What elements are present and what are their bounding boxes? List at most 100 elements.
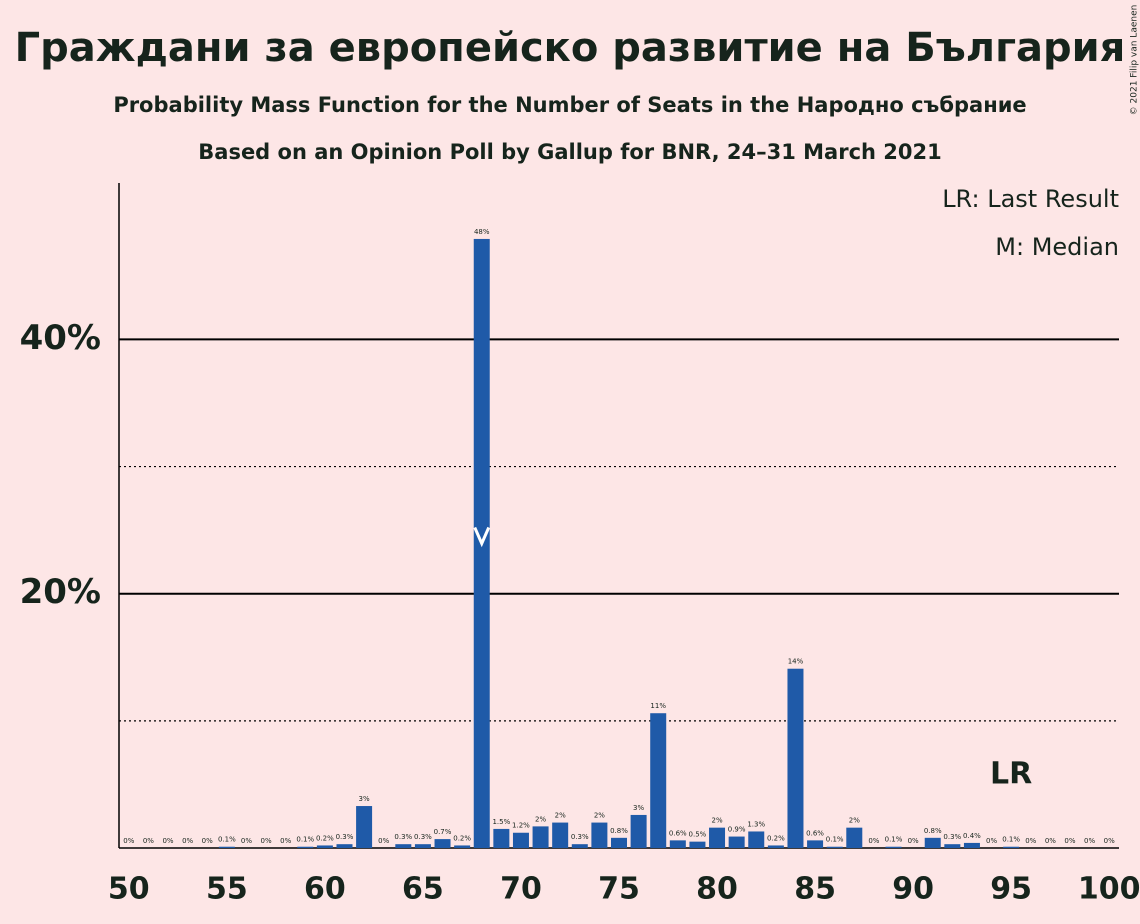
bar [571, 844, 588, 848]
x-tick-label: 85 [794, 872, 836, 907]
bar [846, 827, 863, 848]
bar [728, 836, 745, 848]
bar [709, 827, 726, 848]
bar [767, 845, 784, 848]
value-label: 0% [908, 837, 919, 845]
value-label: 0.4% [963, 832, 981, 840]
value-label: 0.2% [453, 834, 471, 842]
value-label: 0.2% [316, 834, 334, 842]
bar [218, 846, 235, 848]
value-label: 0.9% [728, 826, 746, 834]
x-tick-label: 100 [1078, 872, 1140, 907]
value-label: 0% [261, 837, 272, 845]
bar [512, 832, 529, 848]
value-label: 0.2% [767, 834, 785, 842]
x-tick-label: 65 [402, 872, 444, 907]
value-label: 0% [1025, 837, 1036, 845]
bar [885, 846, 902, 848]
bar [611, 837, 627, 848]
bar [924, 837, 941, 848]
bar [336, 844, 353, 848]
value-label: 2% [849, 817, 860, 825]
value-label: 0% [378, 837, 389, 845]
value-label: 0.3% [943, 833, 961, 841]
legend-entry: LR: Last Result [942, 185, 1119, 213]
value-label: 1.2% [512, 822, 530, 830]
bar [787, 668, 804, 848]
value-label: 11% [650, 702, 666, 710]
value-label: 0% [202, 837, 213, 845]
bar [650, 713, 667, 848]
bar [532, 826, 549, 848]
bar [493, 828, 510, 848]
value-label: 14% [788, 658, 804, 666]
value-label: 0% [868, 837, 879, 845]
value-label: 0.3% [336, 833, 354, 841]
x-tick-label: 95 [990, 872, 1032, 907]
value-label: 0% [143, 837, 154, 845]
bar [297, 846, 314, 848]
median-marker [473, 526, 491, 548]
value-label: 0.6% [806, 829, 824, 837]
value-label: 0.6% [669, 829, 687, 837]
bar [689, 841, 706, 848]
x-tick-label: 70 [500, 872, 542, 907]
bar [356, 806, 373, 848]
copyright: © 2021 Filip van Laenen [1130, 5, 1140, 116]
value-label: 3% [633, 804, 644, 812]
x-tick-label: 80 [696, 872, 738, 907]
bar [552, 822, 569, 848]
bar [316, 845, 333, 848]
value-label: 0.7% [434, 828, 452, 836]
bar [944, 844, 961, 848]
value-label: 1.5% [492, 818, 510, 826]
value-label: 0.5% [689, 831, 707, 839]
bar [434, 839, 451, 848]
bar [807, 840, 824, 848]
value-label: 2% [711, 817, 722, 825]
legend-entry: M: Median [995, 233, 1119, 261]
value-label: 0.3% [414, 833, 432, 841]
x-tick-label: 60 [304, 872, 346, 907]
bar [1003, 846, 1020, 848]
value-label: 2% [535, 815, 546, 823]
value-label: 0.1% [296, 836, 314, 844]
value-label: 1.3% [747, 820, 765, 828]
bar [826, 846, 843, 848]
y-tick-label: 20% [20, 572, 101, 612]
bar [963, 842, 980, 848]
y-tick-label: 40% [20, 318, 101, 358]
value-label: 0.1% [885, 836, 903, 844]
value-label: 0.1% [1002, 836, 1020, 844]
value-label: 0.3% [571, 833, 589, 841]
value-label: 0% [123, 837, 134, 845]
x-tick-label: 75 [598, 872, 640, 907]
value-label: 0.8% [610, 827, 628, 835]
value-label: 2% [594, 812, 605, 820]
bar [395, 844, 412, 848]
value-label: 0% [1064, 837, 1075, 845]
value-label: 0.1% [218, 836, 236, 844]
last-result-label: LR [990, 757, 1032, 792]
value-label: 0% [1104, 837, 1115, 845]
value-label: 0% [280, 837, 291, 845]
bar [630, 814, 647, 848]
value-label: 0.1% [826, 836, 844, 844]
x-tick-label: 90 [892, 872, 934, 907]
value-label: 2% [555, 812, 566, 820]
value-label: 0% [1045, 837, 1056, 845]
chart-subtitle: Based on an Opinion Poll by Gallup for B… [198, 140, 941, 164]
value-label: 0% [986, 837, 997, 845]
chart-subtitle: Probability Mass Function for the Number… [113, 93, 1026, 117]
x-tick-label: 55 [206, 872, 248, 907]
bar [669, 840, 686, 848]
value-label: 0.8% [924, 827, 942, 835]
chart-title: Граждани за европейско развитие на Бълга… [15, 25, 1126, 71]
value-label: 0% [162, 837, 173, 845]
value-label: 0% [1084, 837, 1095, 845]
value-label: 0% [182, 837, 193, 845]
bar [591, 822, 608, 848]
bar [454, 845, 471, 848]
